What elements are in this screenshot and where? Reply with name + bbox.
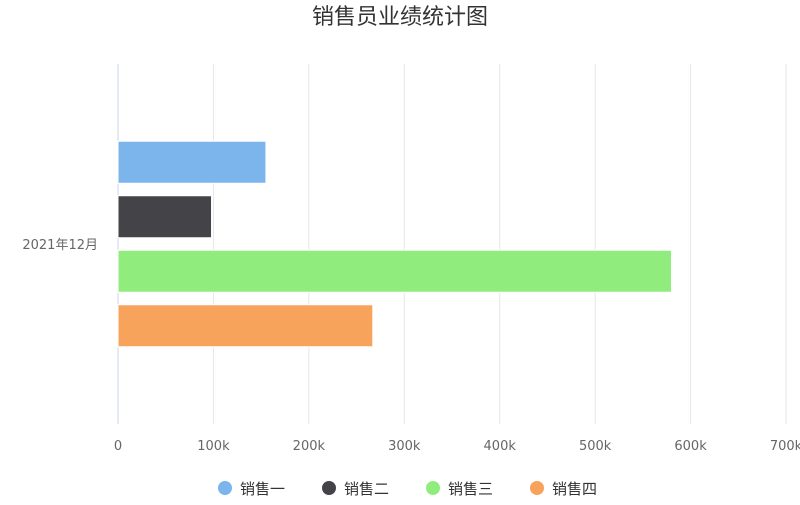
x-tick-label: 700k xyxy=(770,439,800,454)
legend-item-1[interactable]: 销售一 xyxy=(218,480,285,498)
x-tick-label: 400k xyxy=(484,439,517,454)
bar-1[interactable] xyxy=(117,140,267,184)
x-tick-label: 0 xyxy=(114,439,122,454)
legend-label: 销售一 xyxy=(240,480,285,498)
bars xyxy=(117,140,672,348)
legend-label: 销售三 xyxy=(448,480,493,498)
legend-swatch xyxy=(530,481,544,495)
legend-swatch xyxy=(426,481,440,495)
legend-swatch xyxy=(322,481,336,495)
chart-title: 销售员业绩统计图 xyxy=(312,5,488,30)
legend-item-2[interactable]: 销售二 xyxy=(322,480,389,498)
bar-4[interactable] xyxy=(117,304,374,348)
legend-label: 销售四 xyxy=(552,480,597,498)
legend-item-4[interactable]: 销售四 xyxy=(530,480,597,498)
gridlines xyxy=(212,64,787,424)
x-tick-label: 600k xyxy=(674,439,707,454)
legend-label: 销售二 xyxy=(344,480,389,498)
x-axis: 0 100k 200k 300k 400k 500k 600k 700k xyxy=(114,439,800,454)
y-axis: 2021年12月 xyxy=(22,64,119,424)
x-tick-label: 200k xyxy=(293,439,326,454)
legend-swatch xyxy=(218,481,232,495)
x-tick-label: 500k xyxy=(579,439,612,454)
category-label: 2021年12月 xyxy=(22,238,98,253)
x-tick-label: 300k xyxy=(388,439,421,454)
x-tick-label: 100k xyxy=(197,439,230,454)
legend-item-3[interactable]: 销售三 xyxy=(426,480,493,498)
bar-2[interactable] xyxy=(117,195,213,239)
legend[interactable]: 销售一 销售二 销售三 销售四 xyxy=(218,480,597,498)
bar-3[interactable] xyxy=(117,249,672,293)
